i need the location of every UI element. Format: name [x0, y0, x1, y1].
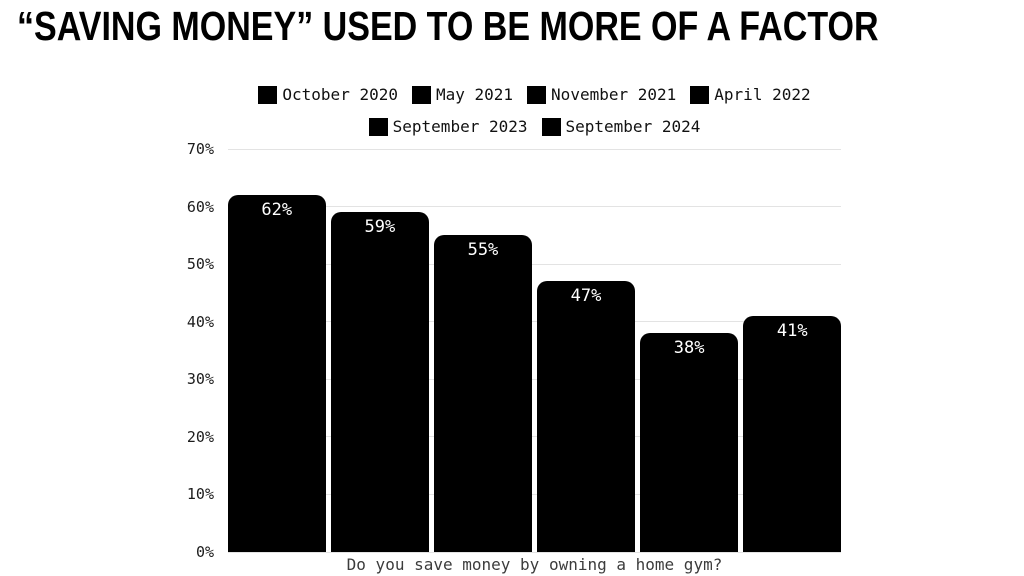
legend-swatch-icon	[411, 85, 431, 104]
legend-label: October 2020	[282, 85, 398, 104]
legend-label: September 2024	[565, 117, 701, 136]
y-axis-tick-label: 10%	[186, 485, 214, 504]
legend-row: September 2023 September 2024	[368, 117, 701, 136]
bars-container: 62% 59% 55% 47% 38% 41%	[228, 149, 841, 552]
gridline	[228, 493, 841, 495]
bar-value-label: 47%	[570, 286, 602, 307]
y-axis-tick-label: 20%	[186, 427, 214, 446]
legend-label: April 2022	[714, 85, 811, 104]
chart-legend: October 2020 May 2021 November 2021 April 2…	[228, 85, 841, 136]
bar-value-label: 41%	[776, 320, 808, 341]
bar-november-2021: 55%	[434, 235, 532, 552]
legend-item: April 2022	[690, 85, 811, 104]
gridline	[228, 321, 841, 323]
x-axis-label: Do you save money by owning a home gym?	[346, 555, 723, 574]
y-axis-tick-label: 50%	[186, 255, 214, 274]
legend-row: October 2020 May 2021 November 2021 April 2…	[258, 85, 811, 104]
legend-label: November 2021	[551, 85, 677, 104]
legend-swatch-icon	[368, 117, 388, 136]
bar-value-label: 55%	[467, 240, 499, 261]
y-axis-tick-label: 40%	[186, 312, 214, 331]
legend-swatch-icon	[527, 85, 547, 104]
bar-value-label: 62%	[261, 200, 293, 221]
bar-september-2023: 38%	[640, 333, 738, 552]
legend-swatch-icon	[541, 117, 561, 136]
bar-may-2021: 59%	[331, 212, 429, 552]
bar-value-label: 38%	[673, 338, 705, 359]
legend-label: May 2021	[435, 85, 514, 104]
y-axis-tick-label: 30%	[186, 370, 214, 389]
gridline	[228, 206, 841, 208]
legend-item: May 2021	[411, 85, 514, 104]
bar-october-2020: 62%	[228, 195, 326, 552]
bar-value-label: 59%	[364, 217, 396, 238]
y-axis-tick-label: 60%	[186, 197, 214, 216]
chart-title: “SAVING MONEY” USED TO BE MORE OF A FACT…	[17, 3, 879, 49]
gridline	[228, 263, 841, 265]
legend-label: September 2023	[392, 117, 528, 136]
gridline	[228, 551, 841, 553]
plot-area: 0% 10% 20% 30% 40% 50% 60% 70% 62% 59% 55% 47% 38% 41…	[187, 140, 841, 561]
legend-item: November 2021	[527, 85, 676, 104]
bar-september-2024: 41%	[743, 315, 841, 552]
y-axis-tick-label: 70%	[186, 140, 214, 158]
y-axis-tick-label: 0%	[195, 543, 214, 561]
gridline	[228, 378, 841, 380]
legend-item: September 2024	[541, 117, 701, 136]
legend-item: September 2023	[368, 117, 528, 136]
gridline	[228, 436, 841, 438]
legend-swatch-icon	[258, 85, 278, 104]
gridline	[228, 148, 841, 150]
bar-april-2022: 47%	[537, 281, 635, 552]
legend-item: October 2020	[258, 85, 398, 104]
legend-swatch-icon	[690, 85, 710, 104]
